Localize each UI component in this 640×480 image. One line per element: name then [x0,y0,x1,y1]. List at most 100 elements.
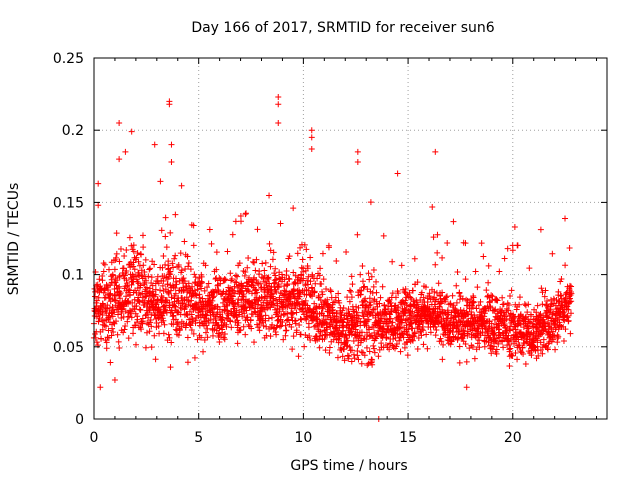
data-point [304,302,311,309]
y-tick-label: 0.2 [62,123,84,139]
data-point [344,352,351,359]
data-point [96,276,103,283]
data-point [129,299,136,306]
data-point [439,356,446,363]
data-point [251,259,258,266]
data-point [466,305,473,312]
data-point [418,332,425,339]
data-point [171,255,178,262]
data-point [339,353,346,360]
data-point [121,252,128,259]
data-point [445,311,452,318]
data-point [438,338,445,345]
data-point [222,276,229,283]
data-point [175,321,182,328]
data-point [198,279,205,286]
data-point [172,316,179,323]
data-point [294,250,301,257]
data-point [239,313,246,320]
data-point [551,332,558,339]
data-point [366,302,373,309]
data-point [271,279,278,286]
data-point [219,329,226,336]
data-point [302,282,309,289]
data-point [393,340,400,347]
data-point [149,288,156,295]
data-point [159,282,166,289]
data-point [512,326,519,333]
data-point [505,301,512,308]
data-point [142,256,149,263]
data-point [160,252,167,259]
data-point [534,302,541,309]
data-point [370,342,377,349]
data-point [419,323,426,330]
data-point [273,297,280,304]
data-point [140,262,147,269]
data-point [353,316,360,323]
data-point [297,244,304,251]
data-point [253,256,260,263]
data-point [99,311,106,318]
data-point [318,281,325,288]
data-point [369,361,376,368]
data-point [519,344,526,351]
data-point [493,296,500,303]
data-point [234,340,241,347]
data-point [409,308,416,315]
data-point [182,324,189,331]
data-point [236,260,243,267]
data-point [562,215,569,222]
data-point [287,292,294,299]
data-point [539,289,546,296]
data-point [487,304,494,311]
data-point [529,320,536,327]
data-point [170,312,177,319]
data-point [125,286,132,293]
data-point [520,351,527,358]
data-point [361,283,368,290]
data-point [485,279,492,286]
data-point [420,319,427,326]
data-point [411,255,418,262]
data-point [148,274,155,281]
data-point [515,336,522,343]
data-point [444,312,451,319]
data-point [232,218,239,225]
data-point [300,275,307,282]
data-point [139,232,146,239]
data-point [169,260,176,267]
data-point [491,307,498,314]
data-point [353,309,360,316]
data-point [470,299,477,306]
data-point [345,355,352,362]
data-point [429,203,436,210]
data-point [224,248,231,255]
data-point [401,344,408,351]
data-point [366,348,373,355]
data-point [370,345,377,352]
data-point [146,266,153,273]
data-point [122,148,129,155]
data-point [235,301,242,308]
data-point [147,265,154,272]
chart-title: Day 166 of 2017, SRMTID for receiver sun… [191,20,494,36]
data-point [157,178,164,185]
data-point [155,323,162,330]
data-point [304,277,311,284]
x-tick-label: 5 [194,430,203,446]
data-point [240,282,247,289]
data-point [343,343,350,350]
data-point [468,309,475,316]
data-point [350,351,357,358]
data-point [312,304,319,311]
data-point [115,311,122,318]
data-point [138,326,145,333]
data-point [288,305,295,312]
data-point [439,254,446,261]
data-point [106,295,113,302]
data-point [435,280,442,287]
x-tick-label: 15 [399,430,417,446]
data-point [232,278,239,285]
data-point [375,353,382,360]
